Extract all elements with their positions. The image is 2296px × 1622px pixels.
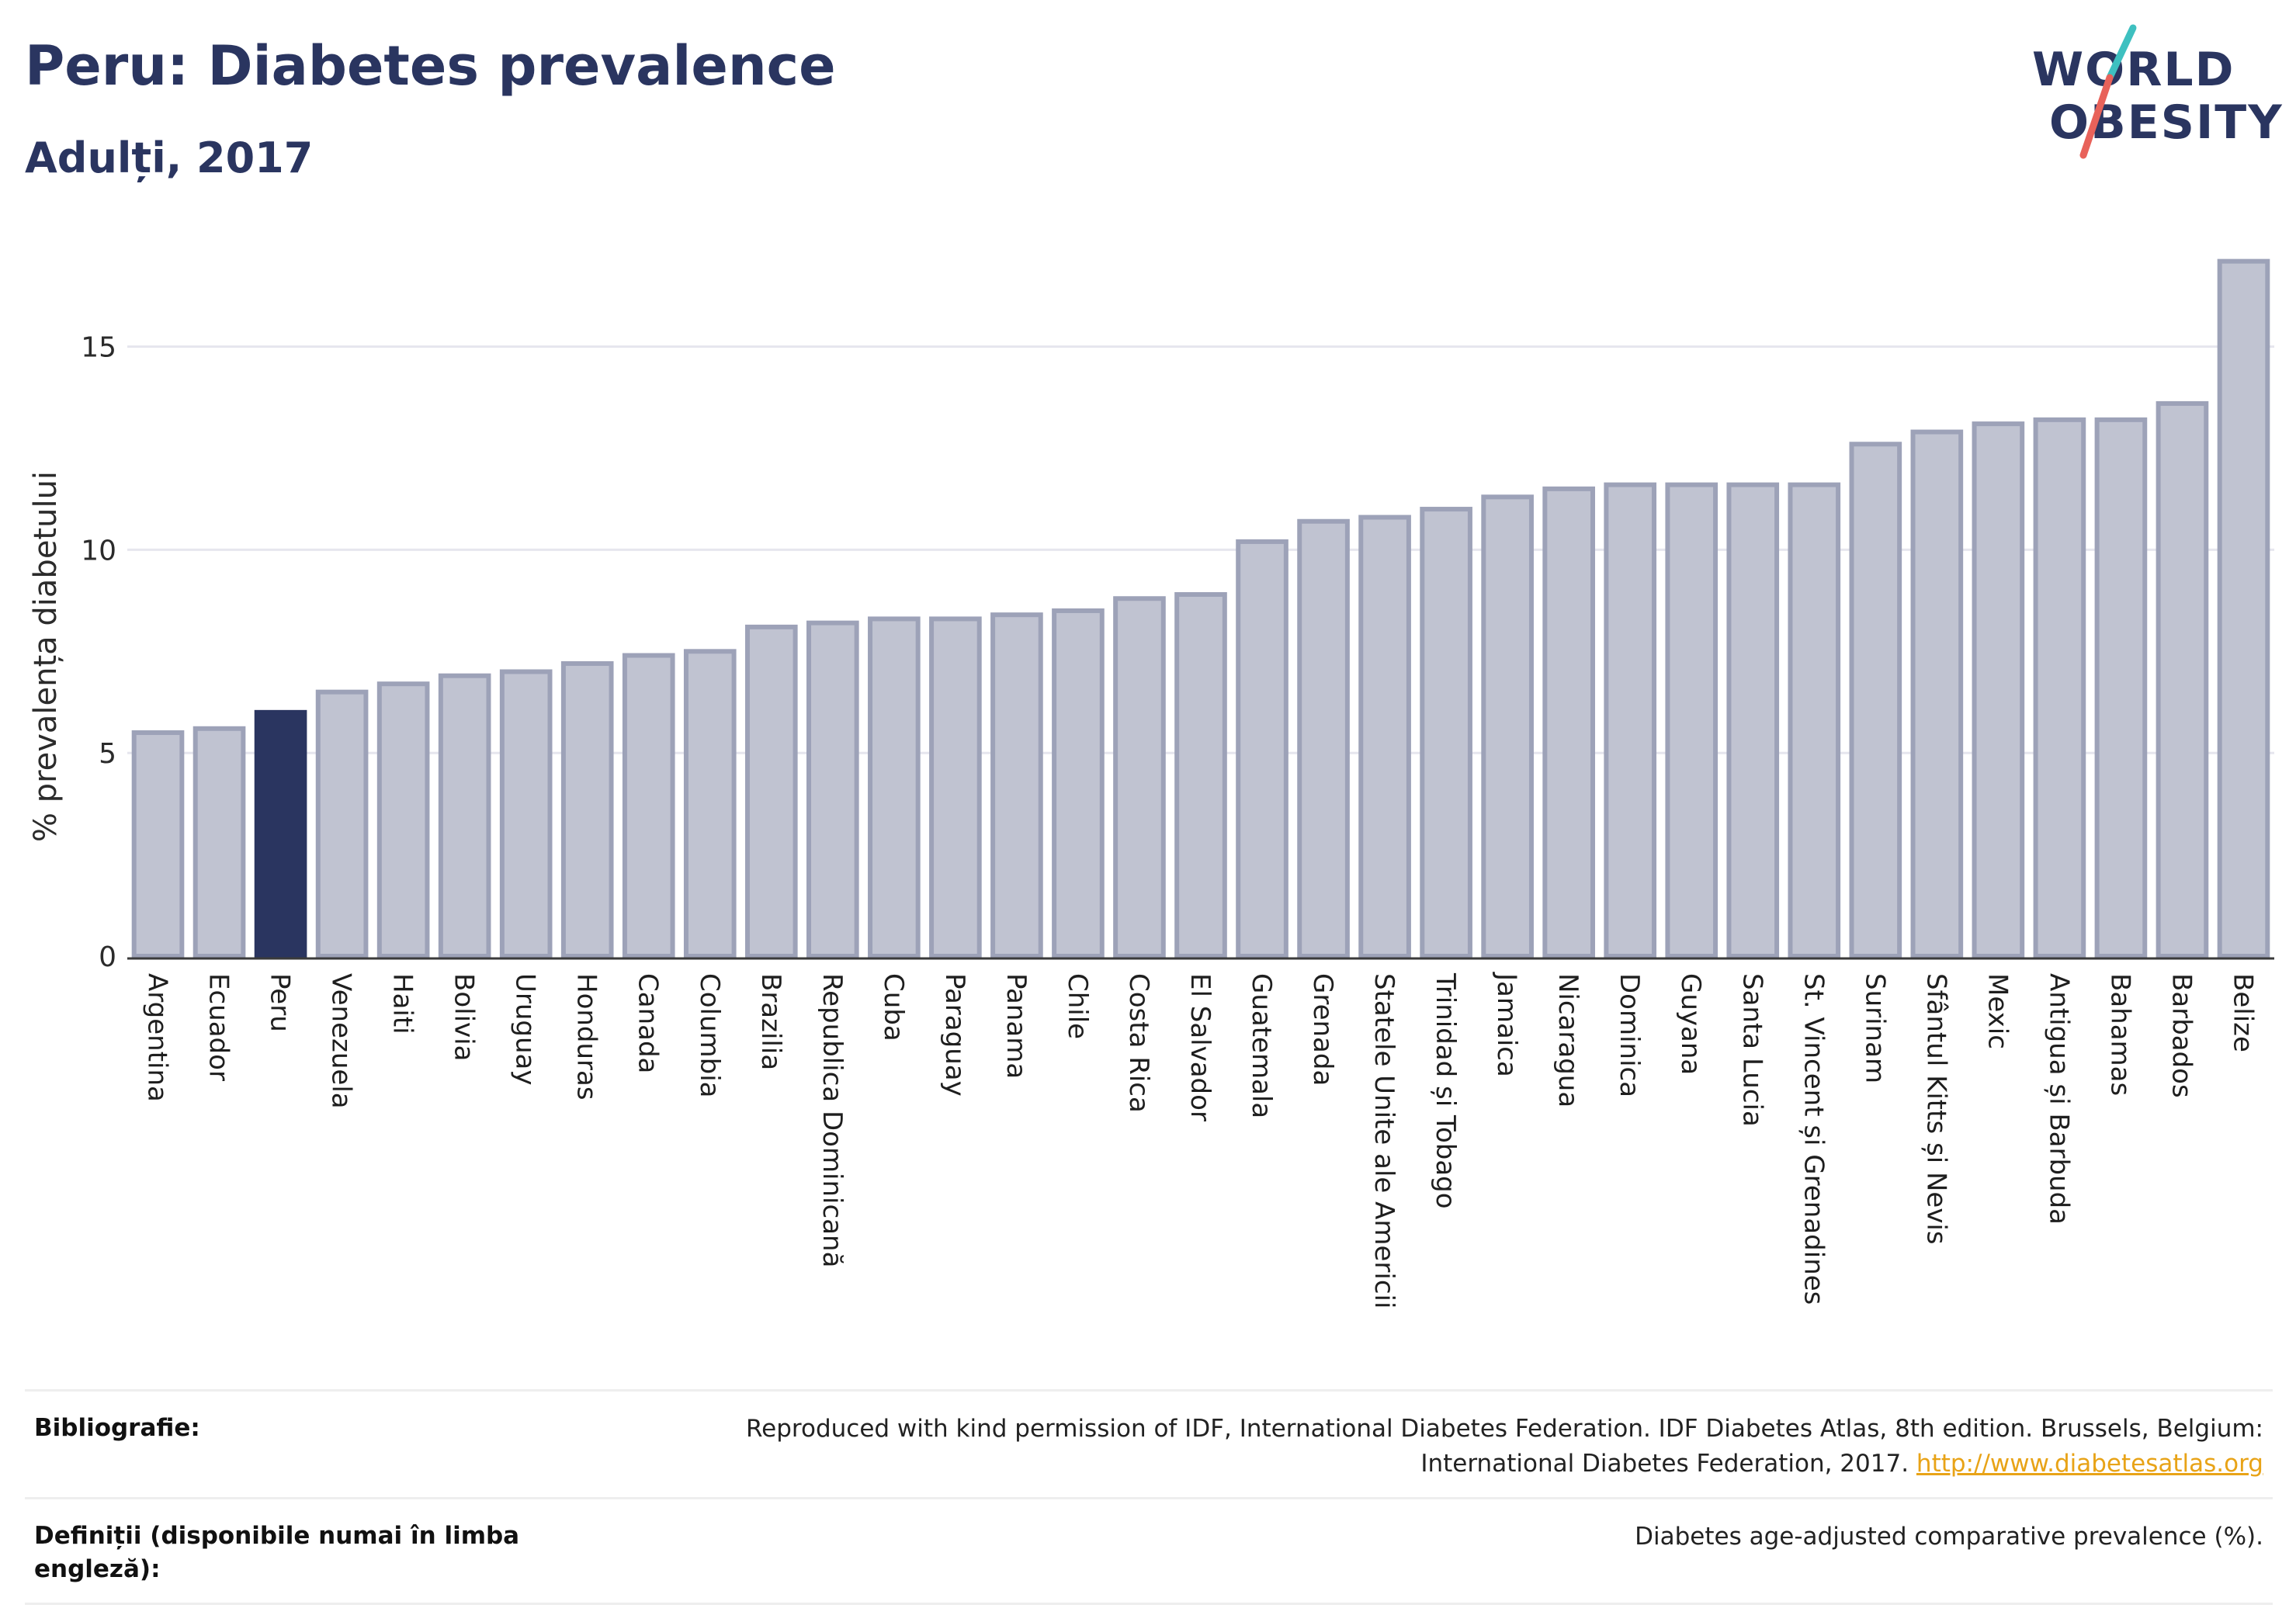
x-tick-label: Panama [1001,973,1032,1079]
bar-el-salvador[interactable] [1174,592,1227,958]
x-tick-label: Ecuador [203,973,234,1081]
bar-bahamas[interactable] [2094,417,2148,958]
x-tick-label: Belize [2227,973,2258,1052]
bar-cuba[interactable] [868,616,921,958]
bar-argentina[interactable] [131,730,185,958]
y-tick-label: 0 [99,941,116,973]
bar-jamaica[interactable] [1481,494,1534,958]
y-tick-label: 15 [81,332,116,364]
bar-costa-rica[interactable] [1113,596,1166,958]
logo-line-1: WORLD [2032,43,2235,97]
bar-brazilia[interactable] [744,624,798,958]
bar-belize[interactable] [2217,258,2270,959]
bibliography-content: Reproduced with kind permission of IDF, … [711,1412,2263,1482]
x-tick-label: Guyana [1675,973,1706,1075]
definitions-row: Definiții (disponibile numai în limba en… [25,1496,2273,1605]
bar-ecuador[interactable] [192,726,246,958]
bar-dominica[interactable] [1604,482,1657,958]
logo-slash-icon [2079,24,2137,159]
bar-paraguay[interactable] [929,616,982,958]
y-tick-label: 5 [99,738,116,770]
x-tick-label: Sfântul Kitts și Nevis [1920,973,1951,1245]
x-tick-label: Uruguay [510,973,541,1086]
bar-statele-unite-ale-americii[interactable] [1358,515,1411,958]
x-tick-label: Haiti [387,973,418,1035]
bar-antigua-i-barbuda[interactable] [2033,417,2086,958]
bar-uruguay[interactable] [499,669,553,958]
y-axis-ticks: 0 5 10 15 [81,332,116,973]
x-tick-label: Dominica [1614,973,1645,1097]
x-tick-label: Paraguay [939,973,970,1097]
x-tick-label: El Salvador [1184,973,1216,1121]
bar-canada[interactable] [622,653,675,958]
bar-mexic[interactable] [1972,421,2025,958]
x-tick-label: Mexic [1982,973,2013,1049]
x-tick-label: Columbia [694,973,725,1098]
x-tick-label: Statele Unite ale Americii [1368,973,1399,1308]
x-tick-label: St. Vincent și Grenadines [1798,973,1829,1305]
bar-barbados[interactable] [2156,400,2209,959]
world-obesity-logo[interactable]: WORLD OBESITY [2018,23,2282,167]
bar-panama[interactable] [990,612,1043,958]
bar-honduras[interactable] [560,661,614,958]
x-axis-labels: Argentina Ecuador Peru Venezuela Haiti Bolivi… [142,972,2259,1308]
x-tick-label: Argentina [142,973,173,1102]
bars [131,258,2270,959]
bar-surinam[interactable] [1849,442,1902,958]
x-tick-label: Bolivia [449,973,480,1061]
definitions-text: Diabetes age-adjusted comparative preval… [1635,1522,2263,1551]
y-tick-label: 10 [81,535,116,567]
bar-chart: 0 5 10 15 Argentina Ecuador Peru Venezuela Hait… [28,258,2274,1308]
bar-venezuela[interactable] [315,689,369,958]
bar-guyana[interactable] [1665,482,1719,958]
bar-peru[interactable] [254,709,307,959]
bar-trinidad-i-tobago[interactable] [1420,507,1472,959]
bar-columbia[interactable] [683,649,737,958]
x-tick-label: Peru [265,973,296,1032]
x-tick-label: Santa Lucia [1736,973,1767,1127]
x-tick-label: Costa Rica [1123,973,1154,1113]
x-tick-label: Guatemala [1246,973,1277,1118]
x-tick-label: Honduras [571,973,602,1100]
bar-santa-lucia[interactable] [1726,482,1780,958]
bar-sf-ntul-kitts-i-nevis[interactable] [1910,429,1964,959]
bar-republica-dominican-[interactable] [806,620,859,958]
bibliography-row: Bibliografie: Reproduced with kind permi… [25,1389,2273,1497]
bibliography-text: Reproduced with kind permission of IDF, … [746,1415,2263,1478]
x-tick-label: Venezuela [326,973,357,1109]
x-tick-label: Jamaica [1491,972,1522,1077]
x-tick-label: Republica Dominicană [817,973,848,1267]
bar-chile[interactable] [1052,608,1105,959]
x-tick-label: Trinidad și Tobago [1430,972,1461,1209]
x-tick-label: Cuba [878,973,909,1041]
x-tick-label: Brazilia [755,973,786,1070]
bar-guatemala[interactable] [1236,539,1288,959]
x-tick-label: Barbados [2166,973,2197,1098]
x-tick-label: Surinam [1859,973,1890,1083]
bibliography-label: Bibliografie: [34,1414,200,1442]
chart-footer: Bibliografie: Reproduced with kind permi… [25,1389,2273,1605]
chart-title: Peru: Diabetes prevalence [25,34,836,98]
bar-st-vincent-i-grenadines[interactable] [1788,482,1841,958]
bar-haiti[interactable] [376,681,430,959]
definitions-label: Definiții (disponibile numai în limba en… [34,1521,520,1584]
bar-nicaragua[interactable] [1542,486,1595,958]
x-tick-label: Bahamas [2104,973,2135,1096]
x-tick-label: Antigua și Barbuda [2043,973,2074,1225]
chart-subtitle: Adulți, 2017 [25,133,314,182]
bar-bolivia[interactable] [438,673,491,958]
bibliography-link[interactable]: http://www.diabetesatlas.org [1916,1449,2263,1478]
x-tick-label: Grenada [1307,973,1338,1086]
y-axis-title: % prevalența diabetului [28,471,64,842]
x-tick-label: Canada [633,973,664,1073]
x-tick-label: Chile [1062,973,1093,1039]
bar-grenada[interactable] [1297,518,1350,958]
x-tick-label: Nicaragua [1552,973,1583,1107]
